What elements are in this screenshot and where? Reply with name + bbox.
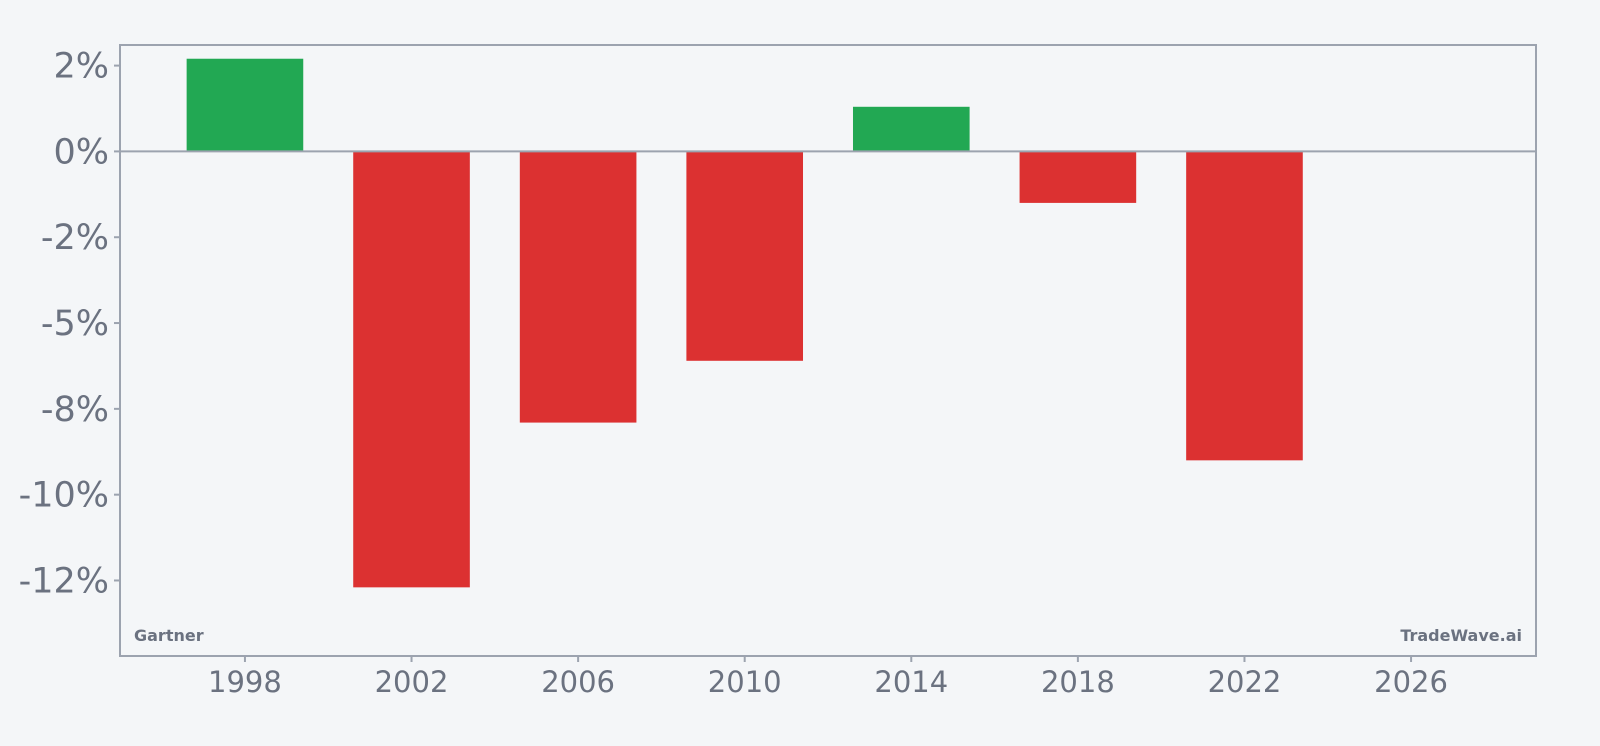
- x-tick-label: 2010: [708, 665, 782, 699]
- watermark-left: Gartner: [134, 626, 204, 645]
- y-tick-label: -10%: [19, 476, 109, 516]
- bar-2006: [519, 151, 637, 423]
- plot-area: [119, 44, 1537, 657]
- y-tick-label: -5%: [41, 304, 109, 344]
- bar-2010: [686, 151, 804, 361]
- bar-2014: [852, 106, 970, 152]
- bar-2022: [1186, 151, 1303, 461]
- y-tick-label: -12%: [19, 561, 109, 601]
- x-tick-label: 2014: [874, 665, 948, 699]
- y-tick-label: -8%: [41, 390, 109, 430]
- bar-1998: [186, 58, 304, 152]
- x-tick-label: 2002: [375, 665, 449, 699]
- x-tick-label: 2006: [541, 665, 615, 699]
- x-axis: 1998 2002 2006 2010 2014 2018 2022 2026: [208, 656, 1448, 699]
- watermark-right: TradeWave.ai: [1400, 626, 1522, 645]
- bar-2002: [353, 151, 470, 588]
- y-tick-label: -2%: [41, 218, 109, 258]
- y-axis: 2% 0% -2% -5% -8% -10% -12%: [19, 47, 120, 601]
- x-tick-label: 2018: [1041, 665, 1115, 699]
- x-tick-label: 2026: [1374, 665, 1448, 699]
- x-tick-label: 2022: [1208, 665, 1282, 699]
- x-tick-label: 1998: [208, 665, 282, 699]
- bars-group: [186, 58, 1303, 588]
- y-tick-label: 0%: [53, 132, 109, 172]
- y-tick-label: 2%: [53, 47, 109, 87]
- bar-2018: [1019, 151, 1137, 203]
